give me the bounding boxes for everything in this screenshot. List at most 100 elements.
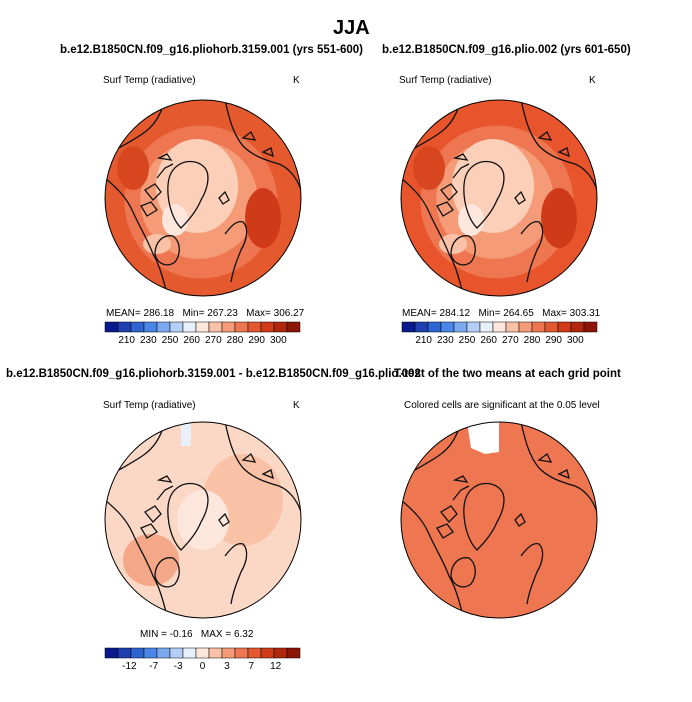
panel-b-colorbar-tick: 230 (437, 335, 454, 346)
panel-c-colorbar-swatch (273, 647, 288, 659)
panel-b-stats: MEAN= 284.12 Min= 264.65 Max= 303.31 (402, 308, 600, 319)
colorbar-layer: 210 230 250 260 270 280 290 300 210 230 250 260 270 2… (104, 321, 598, 672)
map-layer (104, 99, 598, 619)
panel-c-title: b.e12.B1850CN.f09_g16.pliohorb.3159.001 … (6, 368, 421, 380)
panel-a-colorbar-tick: 260 (183, 335, 200, 346)
panel-b-colorbar-swatch (466, 321, 481, 333)
panel-c-stats: MIN = -0.16 MAX = 6.32 (140, 629, 253, 640)
panel-c-min-label: MIN = (140, 629, 167, 640)
panel-a-colorbar-tick: 210 (118, 335, 135, 346)
diff-pole (177, 490, 229, 550)
panel-b-min: 264.65 (503, 308, 534, 319)
panel-c-colorbar-swatch (169, 647, 184, 659)
field-canada-warm (117, 146, 149, 190)
field-siberia-warm (245, 188, 281, 248)
panel-b-colorbar-tick: 280 (524, 335, 541, 346)
panel-a-colorbar-swatch (221, 321, 236, 333)
panel-a-units: K (293, 75, 300, 86)
panel-a-colorbar-swatch (273, 321, 288, 333)
panel-a-mean: 286.18 (143, 308, 175, 319)
panel-d-field (401, 422, 597, 618)
panel-b-colorbar-swatch (544, 321, 559, 333)
panel-b-colorbar-tick: 300 (567, 335, 584, 346)
map-border (400, 99, 598, 297)
panel-c-colorbar-tick: -3 (174, 661, 183, 672)
signif-colored (401, 422, 597, 618)
panel-c-colorbar-swatch (156, 647, 171, 659)
panel-b-colorbar-tick: 250 (459, 335, 476, 346)
panel-b-max-label: Max= (542, 308, 567, 319)
panel-c-field (105, 422, 301, 618)
panel-b-colorbar-tick: 210 (415, 335, 432, 346)
panel-b-colorbar-swatch (479, 321, 494, 333)
diff-negative-patch (181, 422, 191, 446)
panel-b-colorbar-swatch (570, 321, 585, 333)
panel-c-colorbar-tick: 7 (248, 661, 254, 672)
panel-c-units: K (293, 400, 300, 411)
panel-a-min-label: Min= (182, 308, 205, 319)
panel-c-colorbar-swatch (143, 647, 158, 659)
panel-b-mean: 284.12 (439, 308, 471, 319)
figure-title: JJA (333, 17, 370, 39)
panel-a-colorbar-swatch (234, 321, 249, 333)
panel-d-title: T-test of the two means at each grid poi… (394, 368, 621, 380)
diff-greenland (123, 534, 179, 586)
panel-a-colorbar-tick: 300 (270, 335, 287, 346)
panel-a-colorbar-tick: 280 (227, 335, 244, 346)
panel-b-colorbar-tick: 290 (545, 335, 562, 346)
panel-d-subtitle: Colored cells are significant at the 0.0… (404, 400, 600, 411)
panel-a-colorbar-swatch (143, 321, 158, 333)
panel-b-colorbar-swatch (427, 321, 442, 333)
map-border (104, 421, 302, 619)
field-canada-warm (413, 146, 445, 190)
panel-b-colorbar-tick: 270 (502, 335, 519, 346)
panel-a-field (105, 100, 301, 296)
panel-a-colorbar-tick: 250 (162, 335, 179, 346)
panel-c-max-label: MAX = (200, 629, 232, 640)
panel-a-colorbar-tick: 290 (248, 335, 265, 346)
panel-c-colorbar-swatch (182, 647, 197, 659)
panel-c-colorbar-swatch (286, 647, 301, 659)
panel-b-variable: Surf Temp (radiative) (399, 75, 492, 86)
panel-b-colorbar-swatch (453, 321, 468, 333)
panel-a-colorbar-swatch (247, 321, 262, 333)
panel-a-title: b.e12.B1850CN.f09_g16.pliohorb.3159.001 … (60, 44, 363, 56)
panel-a-colorbar-swatch (117, 321, 132, 333)
panel-b-min-label: Min= (478, 308, 501, 319)
panel-c-colorbar-tick: -7 (149, 661, 158, 672)
panel-a-colorbar-tick: 270 (205, 335, 222, 346)
panel-c-colorbar-swatch (104, 647, 119, 659)
panel-c-colorbar-tick: 12 (270, 661, 282, 672)
panel-c-colorbar-swatch (117, 647, 132, 659)
panel-b-colorbar-swatch (518, 321, 533, 333)
panel-a-colorbar-swatch (156, 321, 171, 333)
panel-a-min: 267.23 (207, 308, 238, 319)
panel-b-colorbar-swatch (440, 321, 455, 333)
panel-c-min: -0.16 (169, 629, 193, 640)
panel-b-colorbar-tick: 260 (480, 335, 497, 346)
panel-c-colorbar-swatch (195, 647, 210, 659)
panel-a-max-label: Max= (246, 308, 271, 319)
panel-b-colorbar-swatch (557, 321, 572, 333)
field-siberia-warm (541, 188, 577, 248)
panel-c-colorbar-swatch (208, 647, 223, 659)
map-border (400, 421, 598, 619)
panel-b-max: 303.31 (569, 308, 601, 319)
panel-a-colorbar-swatch (130, 321, 145, 333)
panel-a-colorbar-swatch (104, 321, 119, 333)
panel-b-colorbar-swatch (492, 321, 507, 333)
panel-a-colorbar-swatch (260, 321, 275, 333)
panel-c-colorbar-tick: 3 (224, 661, 230, 672)
map-border (104, 99, 302, 297)
panel-c-colorbar-tick: -12 (122, 661, 137, 672)
panel-c-max: 6.32 (233, 629, 254, 640)
panel-a-max: 306.27 (273, 308, 305, 319)
panel-b-title: b.e12.B1850CN.f09_g16.plio.002 (yrs 601-… (382, 44, 631, 56)
panel-b-units: K (589, 75, 596, 86)
panel-c-colorbar-swatch (221, 647, 236, 659)
panel-a-stats: MEAN= 286.18 Min= 267.23 Max= 306.27 (106, 308, 304, 319)
panel-c-variable: Surf Temp (radiative) (103, 400, 196, 411)
panel-a-colorbar-swatch (182, 321, 197, 333)
panel-a-colorbar-swatch (169, 321, 184, 333)
